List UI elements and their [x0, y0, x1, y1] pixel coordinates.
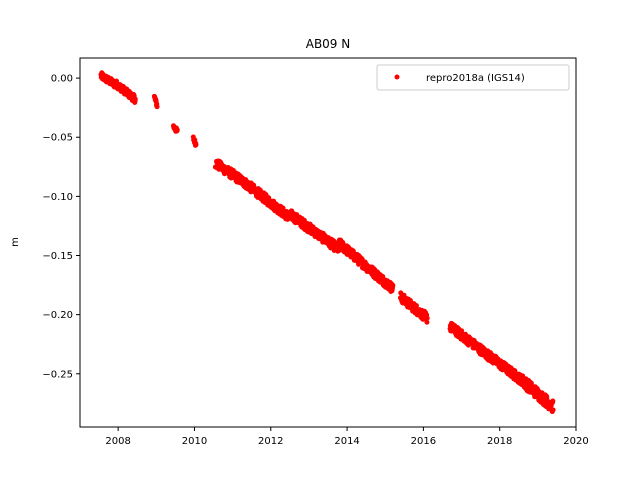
- legend: repro2018a (IGS14): [376, 64, 570, 91]
- data-point: [520, 373, 526, 379]
- legend-marker: [394, 74, 400, 80]
- x-tick-label: 2008: [105, 436, 130, 447]
- data-point: [424, 319, 430, 325]
- x-tick-label: 2012: [258, 436, 283, 447]
- points-layer: [98, 70, 556, 415]
- data-point: [550, 398, 556, 404]
- x-tick-label: 2010: [182, 436, 207, 447]
- y-tick-label: −0.05: [42, 133, 73, 144]
- y-tick-label: −0.20: [42, 310, 73, 321]
- data-point: [424, 315, 430, 321]
- data-point: [132, 96, 138, 102]
- legend-label: repro2018a (IGS14): [426, 73, 525, 84]
- data-point: [380, 273, 386, 279]
- plot-frame: [79, 57, 577, 428]
- data-point: [193, 142, 199, 148]
- y-tick-label: −0.10: [42, 192, 73, 203]
- x-tick-label: 2014: [334, 436, 359, 447]
- x-axis: 2008 2010 2012 2014 2016 2018 2020: [105, 427, 589, 447]
- y-tick-label: −0.15: [42, 251, 73, 262]
- chart-title: AB09 N: [306, 37, 351, 51]
- y-axis-label: m: [10, 237, 21, 247]
- y-axis: 0.00 −0.05 −0.10 −0.15 −0.20 −0.25: [42, 74, 80, 380]
- data-point: [390, 282, 396, 288]
- x-tick-label: 2020: [563, 436, 588, 447]
- data-point: [550, 407, 556, 413]
- y-tick-label: 0.00: [51, 74, 73, 85]
- legend-box: [376, 64, 570, 91]
- y-tick-label: −0.25: [42, 369, 73, 380]
- x-tick-label: 2016: [411, 436, 436, 447]
- x-tick-label: 2018: [487, 436, 512, 447]
- data-point: [174, 127, 180, 133]
- data-point: [280, 205, 286, 211]
- data-point: [154, 104, 160, 110]
